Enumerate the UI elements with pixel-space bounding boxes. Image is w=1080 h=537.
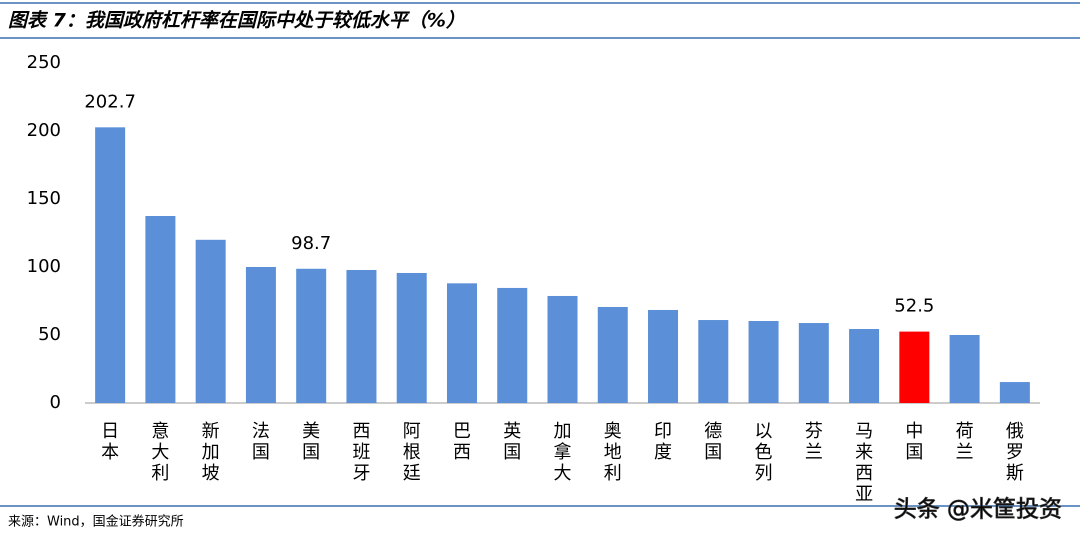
bar: [145, 216, 176, 403]
x-tick-label: 美国: [302, 421, 320, 463]
x-tick-label: 加拿大: [554, 421, 572, 484]
bar: [195, 239, 226, 403]
bar: [497, 287, 528, 403]
x-tick-label: 西班牙: [352, 421, 370, 484]
bar: [346, 269, 377, 403]
x-tick-label: 印度: [654, 421, 672, 463]
y-tick-label: 50: [38, 324, 61, 345]
bar: [648, 309, 679, 403]
bar: [95, 127, 126, 403]
bar: [899, 331, 930, 403]
bar: [547, 295, 578, 403]
y-tick-label: 150: [27, 188, 61, 209]
bar: [296, 268, 327, 403]
source-note: 来源：Wind，国金证券研究所: [8, 514, 184, 530]
x-tick-label: 芬兰: [805, 421, 823, 463]
x-tick-label: 英国: [503, 421, 521, 463]
y-tick-label: 0: [50, 392, 61, 413]
bar: [949, 335, 980, 403]
bar: [446, 283, 477, 403]
bar: [849, 329, 880, 403]
bar: [597, 306, 628, 403]
y-tick-label: 100: [27, 256, 61, 277]
data-label: 202.7: [84, 91, 136, 112]
bar: [999, 382, 1030, 403]
chart-title: 图表 7：我国政府杠杆率在国际中处于较低水平（%）: [8, 10, 465, 32]
bar: [748, 320, 779, 403]
x-tick-label: 马来西亚: [855, 421, 873, 505]
x-tick-label: 以色列: [755, 421, 773, 484]
bar: [245, 267, 276, 403]
x-tick-label: 新加坡: [202, 421, 220, 484]
x-tick-label: 俄罗斯: [1006, 421, 1024, 484]
x-tick-label: 日本: [101, 421, 119, 463]
y-tick-label: 200: [27, 120, 61, 141]
bar: [396, 272, 427, 403]
x-tick-label: 奥地利: [604, 421, 622, 484]
x-tick-label: 意大利: [151, 421, 169, 484]
watermark: 头条 @米筐投资: [894, 497, 1062, 523]
data-label: 52.5: [894, 296, 934, 317]
x-tick-label: 荷兰: [956, 421, 974, 463]
bar: [798, 323, 829, 403]
y-tick-label: 250: [27, 52, 61, 73]
x-tick-label: 中国: [905, 421, 923, 463]
x-tick-label: 巴西: [453, 421, 471, 463]
bar: [698, 320, 729, 403]
data-label: 98.7: [291, 233, 331, 254]
x-tick-label: 法国: [252, 421, 270, 463]
x-tick-label: 德国: [704, 421, 722, 463]
x-tick-label: 阿根廷: [403, 421, 421, 484]
